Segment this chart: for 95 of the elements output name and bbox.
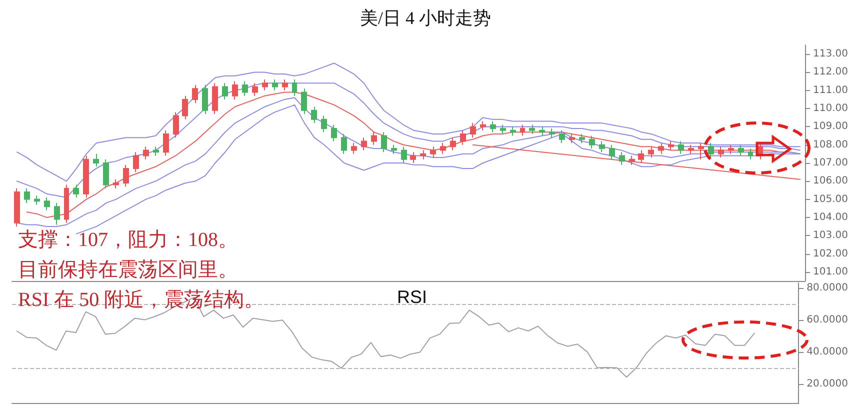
candlestick (648, 146, 654, 158)
y-tick-label: 108.00 (813, 139, 848, 150)
candlestick (460, 130, 466, 146)
candlestick (252, 82, 258, 96)
candlestick (331, 124, 337, 142)
candlestick (569, 133, 575, 144)
candlestick (410, 152, 416, 164)
candlestick (24, 188, 30, 204)
candlestick (549, 128, 555, 138)
candlestick (658, 142, 664, 154)
candlestick (262, 78, 268, 91)
annotation: RSI 在 50 附近，震荡结构。 (18, 288, 264, 313)
candlestick (718, 146, 724, 158)
candlestick (222, 82, 228, 100)
candlestick (738, 144, 744, 156)
candlestick (668, 140, 674, 151)
candlestick (520, 124, 525, 136)
candlestick (371, 132, 377, 146)
y-tick-label: 20.0000 (806, 378, 848, 390)
candlestick (728, 144, 734, 154)
candlestick (123, 164, 129, 188)
candlestick (698, 142, 704, 160)
candlestick (83, 155, 89, 198)
y-tick-label: 113.00 (813, 48, 848, 60)
candlestick (629, 155, 635, 166)
y-tick-label: 104.00 (813, 212, 848, 223)
chart-title: 美/日 4 小时走势 (360, 8, 492, 28)
candlestick (103, 158, 109, 189)
y-tick-label: 111.00 (813, 84, 848, 96)
candlestick (708, 142, 714, 158)
y-tick-label: 110.00 (813, 103, 848, 114)
candlestick (381, 132, 387, 153)
candlestick (430, 146, 436, 158)
y-tick-label: 106.00 (813, 176, 848, 187)
candlestick (163, 130, 169, 156)
candlestick (232, 80, 238, 100)
candlestick (529, 124, 535, 134)
y-tick-label: 40.0000 (806, 346, 848, 358)
candlestick (301, 88, 307, 114)
y-tick-label: 112.00 (813, 66, 848, 78)
y-tick-label: 80.0000 (806, 282, 848, 294)
candlestick (579, 133, 585, 144)
candlestick (599, 140, 605, 153)
candlestick (351, 142, 357, 154)
annotation: 目前保持在震荡区间里。 (18, 258, 239, 283)
candlestick (361, 137, 367, 151)
candlestick (182, 95, 188, 120)
candlestick (450, 137, 456, 151)
candlestick (212, 82, 218, 114)
candlestick (619, 152, 625, 166)
candlestick (14, 188, 20, 228)
y-tick-label: 101.00 (813, 266, 848, 278)
candlestick (73, 184, 79, 198)
candlestick (638, 150, 644, 164)
candlestick (242, 80, 248, 96)
candlestick (470, 122, 476, 138)
chart-title: RSI (397, 287, 428, 307)
y-tick-label: 107.00 (813, 158, 848, 168)
candlestick (44, 196, 50, 211)
candlestick (539, 126, 545, 136)
candlestick (34, 195, 40, 206)
y-tick-label: 109.00 (813, 121, 848, 132)
candlestick (321, 115, 327, 133)
candlestick (173, 112, 179, 138)
candlestick (609, 144, 615, 160)
candlestick (420, 150, 426, 160)
annotation: 支撑：107，阻力：108。 (18, 228, 239, 253)
candlestick (500, 124, 506, 134)
candlestick (272, 78, 278, 91)
y-tick-label: 102.00 (813, 248, 848, 260)
candlestick (341, 133, 347, 154)
candlestick (401, 146, 407, 164)
y-tick-label: 105.00 (813, 194, 848, 205)
candlestick (480, 120, 486, 131)
candlestick (133, 152, 139, 173)
candlestick (678, 140, 684, 154)
y-tick-label: 103.00 (813, 230, 848, 242)
candlestick (391, 144, 397, 154)
candlestick (559, 130, 565, 144)
candlestick (153, 146, 159, 156)
candlestick (202, 84, 208, 114)
y-tick-label: 60.0000 (806, 314, 848, 326)
candlestick (440, 142, 446, 154)
candlestick (688, 144, 694, 154)
candlestick (54, 202, 60, 226)
candlestick (292, 78, 297, 96)
candlestick (93, 153, 99, 168)
candlestick (311, 106, 317, 124)
candlestick (490, 120, 496, 133)
candlestick (589, 135, 595, 149)
candlestick (748, 148, 753, 160)
candlestick (143, 146, 149, 160)
candlestick (113, 178, 119, 189)
candlestick (510, 126, 516, 136)
candlestick (192, 84, 198, 104)
